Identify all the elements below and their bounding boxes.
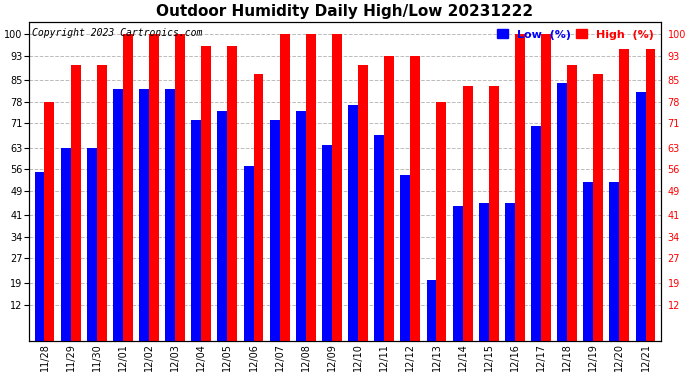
Bar (270, 120, 279, 342)
Bar (558, 83, 567, 342)
Bar (583, 182, 593, 342)
Bar (593, 74, 603, 342)
Bar (217, 111, 228, 342)
Bar (384, 56, 394, 342)
Bar (620, 50, 629, 342)
Bar (61, 148, 70, 342)
Bar (374, 135, 384, 342)
Bar (113, 89, 123, 342)
Bar (541, 34, 551, 342)
Bar (400, 176, 411, 342)
Bar (646, 50, 656, 342)
Bar (635, 92, 646, 342)
Bar (149, 34, 159, 342)
Bar (228, 46, 237, 342)
Bar (453, 206, 462, 342)
Bar (609, 182, 620, 342)
Bar (175, 34, 185, 342)
Bar (505, 203, 515, 342)
Bar (165, 89, 175, 342)
Bar (426, 280, 437, 342)
Bar (191, 120, 201, 342)
Bar (139, 89, 149, 342)
Bar (279, 34, 290, 342)
Bar (515, 34, 525, 342)
Bar (437, 102, 446, 342)
Text: Copyright 2023 Cartronics.com: Copyright 2023 Cartronics.com (32, 28, 202, 38)
Bar (123, 34, 132, 342)
Title: Outdoor Humidity Daily High/Low 20231222: Outdoor Humidity Daily High/Low 20231222 (157, 4, 533, 19)
Bar (34, 172, 44, 342)
Bar (411, 56, 420, 342)
Bar (201, 46, 211, 342)
Bar (462, 86, 473, 342)
Legend: Low  (%), High  (%): Low (%), High (%) (495, 27, 656, 42)
Bar (244, 166, 253, 342)
Bar (70, 65, 81, 342)
Bar (479, 203, 489, 342)
Bar (489, 86, 499, 342)
Bar (322, 145, 332, 342)
Bar (306, 34, 316, 342)
Bar (253, 74, 264, 342)
Bar (97, 65, 107, 342)
Bar (332, 34, 342, 342)
Bar (358, 65, 368, 342)
Bar (567, 65, 577, 342)
Bar (44, 102, 55, 342)
Bar (348, 105, 358, 342)
Bar (531, 126, 541, 342)
Bar (87, 148, 97, 342)
Bar (296, 111, 306, 342)
